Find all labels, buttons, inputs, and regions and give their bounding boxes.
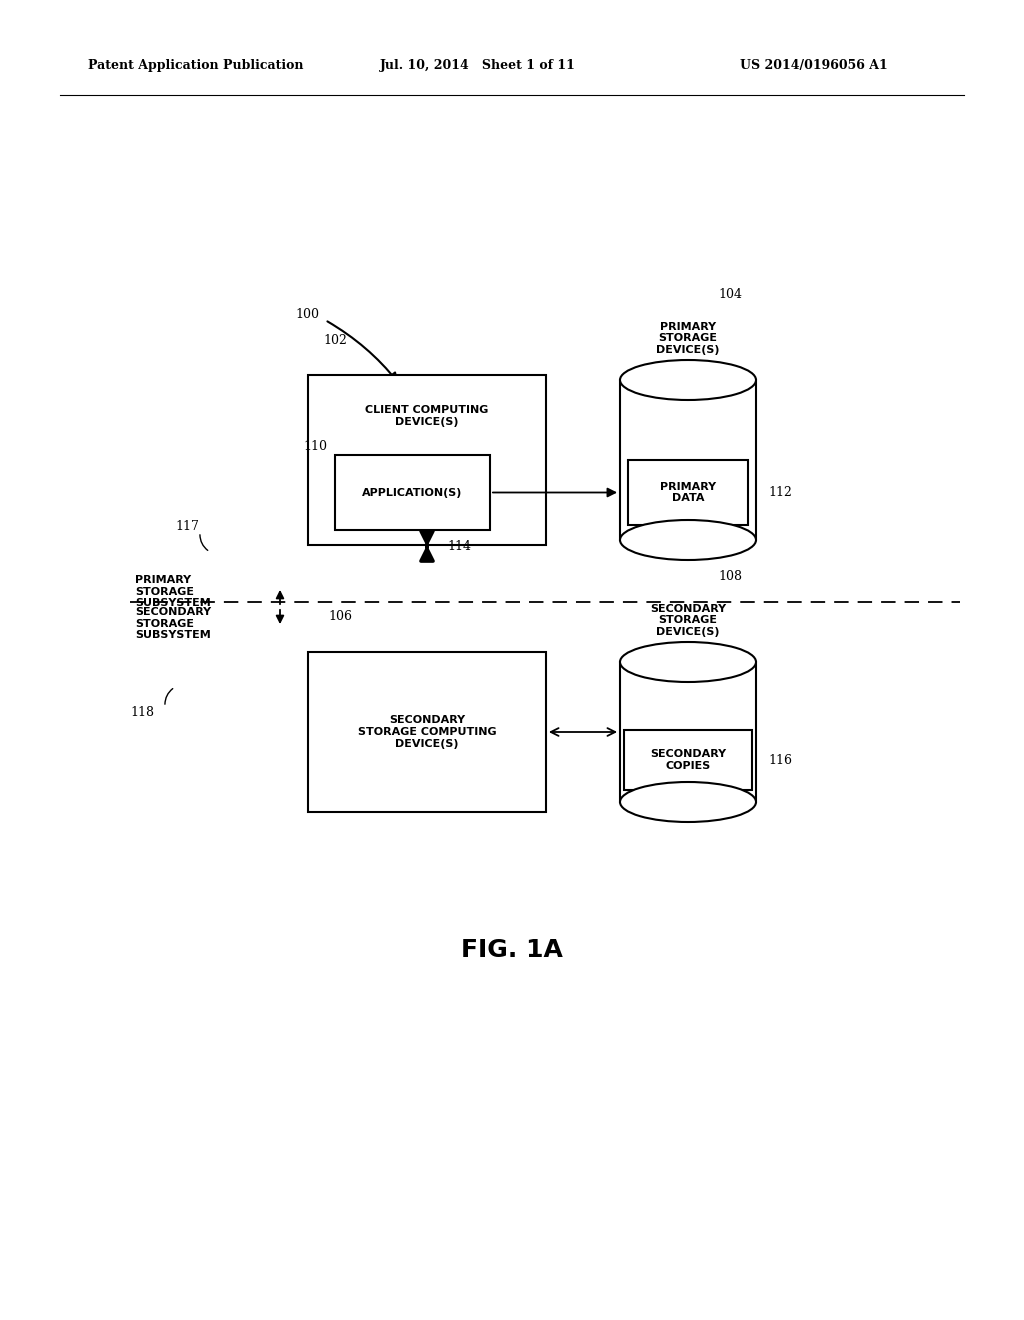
Text: 104: 104 bbox=[718, 289, 742, 301]
Text: Jul. 10, 2014   Sheet 1 of 11: Jul. 10, 2014 Sheet 1 of 11 bbox=[380, 58, 575, 71]
Text: 106: 106 bbox=[328, 610, 352, 623]
Text: 112: 112 bbox=[768, 486, 792, 499]
Text: 102: 102 bbox=[323, 334, 347, 346]
Bar bbox=[628, 459, 748, 525]
Text: 118: 118 bbox=[130, 705, 154, 718]
Text: SECONDARY
STORAGE
DEVICE(S): SECONDARY STORAGE DEVICE(S) bbox=[650, 603, 726, 638]
Text: CLIENT COMPUTING
DEVICE(S): CLIENT COMPUTING DEVICE(S) bbox=[366, 405, 488, 426]
Text: 116: 116 bbox=[768, 754, 792, 767]
Text: US 2014/0196056 A1: US 2014/0196056 A1 bbox=[740, 58, 888, 71]
Ellipse shape bbox=[620, 781, 756, 822]
Text: 114: 114 bbox=[447, 540, 471, 553]
Bar bbox=[620, 663, 756, 803]
Bar bbox=[308, 375, 546, 545]
Bar bbox=[620, 380, 756, 540]
Bar bbox=[335, 455, 490, 531]
Ellipse shape bbox=[620, 360, 756, 400]
Text: 100: 100 bbox=[295, 309, 319, 322]
Bar bbox=[624, 730, 752, 789]
Bar bbox=[308, 652, 546, 812]
Text: FIG. 1A: FIG. 1A bbox=[461, 939, 563, 962]
Text: 108: 108 bbox=[718, 570, 742, 583]
Text: PRIMARY
STORAGE
DEVICE(S): PRIMARY STORAGE DEVICE(S) bbox=[656, 322, 720, 355]
Text: 117: 117 bbox=[175, 520, 199, 533]
Text: 110: 110 bbox=[303, 441, 327, 454]
Text: SECONDARY
COPIES: SECONDARY COPIES bbox=[650, 750, 726, 771]
Text: Patent Application Publication: Patent Application Publication bbox=[88, 58, 303, 71]
Text: PRIMARY
STORAGE
SUBSYSTEM: PRIMARY STORAGE SUBSYSTEM bbox=[135, 576, 211, 609]
Ellipse shape bbox=[620, 642, 756, 682]
Text: SECONDARY
STORAGE
SUBSYSTEM: SECONDARY STORAGE SUBSYSTEM bbox=[135, 607, 211, 640]
Text: SECONDARY
STORAGE COMPUTING
DEVICE(S): SECONDARY STORAGE COMPUTING DEVICE(S) bbox=[357, 715, 497, 748]
Text: PRIMARY
DATA: PRIMARY DATA bbox=[659, 482, 716, 503]
Text: APPLICATION(S): APPLICATION(S) bbox=[362, 487, 463, 498]
Ellipse shape bbox=[620, 520, 756, 560]
